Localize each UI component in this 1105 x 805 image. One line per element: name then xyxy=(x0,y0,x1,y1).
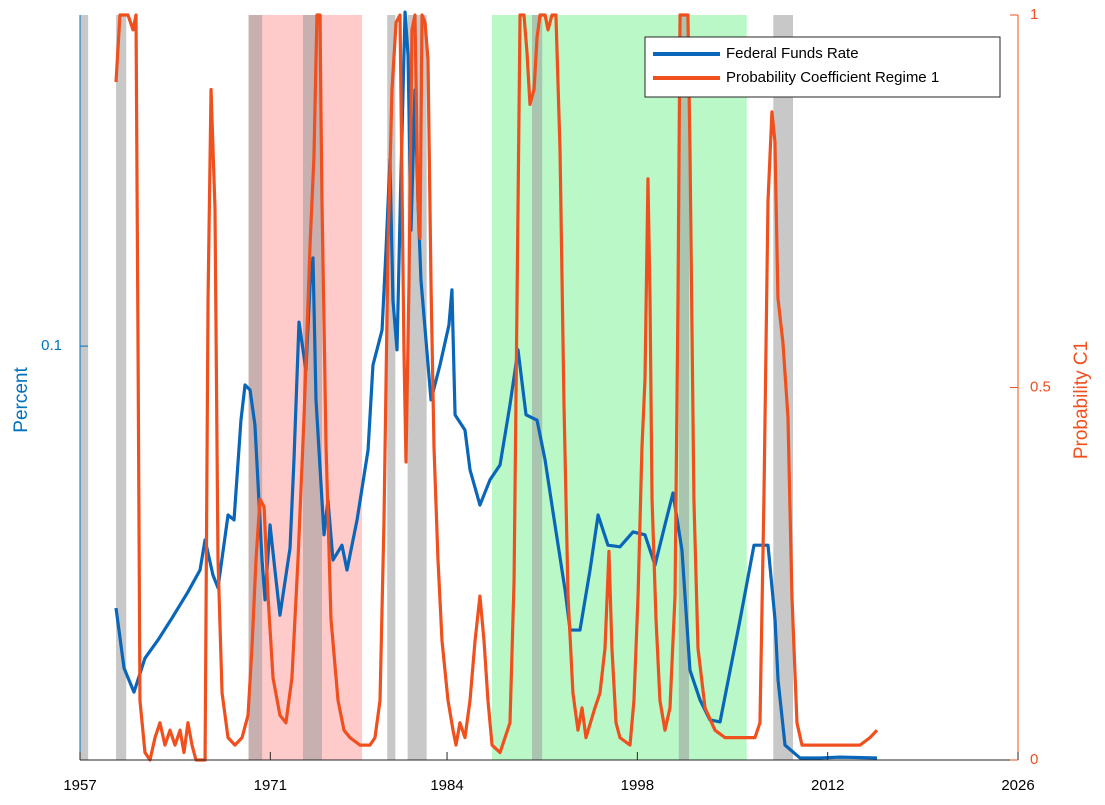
x-tick-label: 1984 xyxy=(430,777,463,794)
series-line xyxy=(114,13,879,762)
y2-tick-label: 0.5 xyxy=(1030,378,1051,395)
y-axis-label: Percent xyxy=(11,367,32,433)
y2-tick-label: 0 xyxy=(1030,751,1038,768)
bands xyxy=(80,15,794,760)
x-tick-label: 1957 xyxy=(63,777,96,794)
legend-label: Federal Funds Rate xyxy=(726,45,859,62)
x-tick-label: 2026 xyxy=(1001,777,1034,794)
y2-tick-label: 1 xyxy=(1030,6,1038,23)
shaded-band xyxy=(248,15,263,760)
lines xyxy=(114,10,879,762)
shaded-band xyxy=(302,15,322,760)
shaded-band xyxy=(491,15,747,760)
x-tick-label: 2012 xyxy=(811,777,844,794)
x-tick-label: 1998 xyxy=(621,777,654,794)
y-tick-label: 0.1 xyxy=(41,337,62,354)
shaded-band xyxy=(80,15,89,760)
legend-box xyxy=(644,36,1001,98)
legend-label: Probability Coefficient Regime 1 xyxy=(726,69,939,86)
legend: Federal Funds Rate Probability Coefficien… xyxy=(644,36,1001,98)
x-tick-label: 1971 xyxy=(254,777,287,794)
shaded-band xyxy=(532,15,543,760)
series-line xyxy=(114,10,878,760)
axes: 1957 1971 1984 1998 2012 2026 0.1 0 0.5 1 xyxy=(41,6,1051,794)
shaded-band xyxy=(116,15,127,760)
shaded-band xyxy=(678,15,690,760)
y2-axis-label: Probability C1 xyxy=(1071,341,1092,459)
shaded-band xyxy=(387,15,396,760)
shaded-band xyxy=(773,15,794,760)
